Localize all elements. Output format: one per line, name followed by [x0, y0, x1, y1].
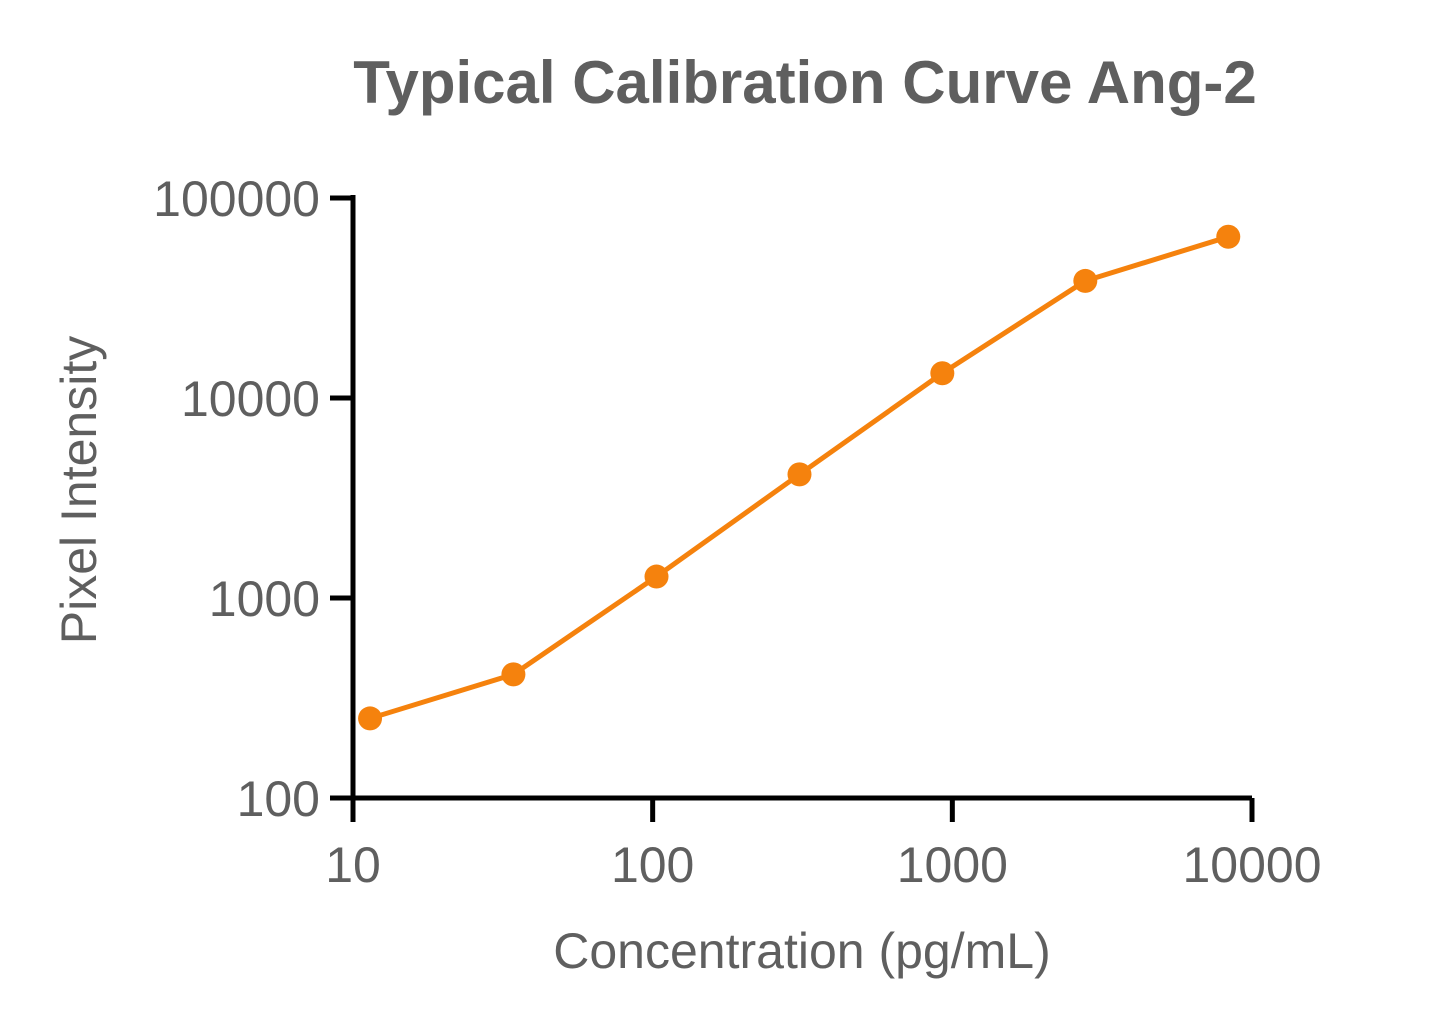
data-point — [930, 361, 955, 386]
y-tick-label: 100 — [237, 771, 320, 827]
x-tick-label: 10 — [325, 837, 381, 893]
chart-title: Typical Calibration Curve Ang-2 — [353, 49, 1257, 116]
x-tick-label: 10000 — [1182, 837, 1321, 893]
y-ticks: 100 1000 10000 100000 — [153, 171, 353, 827]
data-point — [644, 564, 669, 589]
y-tick-label: 10000 — [181, 371, 320, 427]
y-tick-label: 1000 — [209, 571, 320, 627]
data-point — [1073, 268, 1098, 293]
axes — [350, 195, 1252, 801]
y-tick-label: 100000 — [153, 171, 320, 227]
x-axis-label: Concentration (pg/mL) — [553, 923, 1050, 979]
data-point — [787, 462, 812, 487]
x-tick-label: 100 — [611, 837, 694, 893]
series-group — [358, 224, 1241, 731]
x-ticks: 10 100 1000 10000 — [325, 798, 1322, 893]
data-point — [358, 706, 383, 731]
data-point — [1216, 224, 1241, 249]
x-tick-label: 1000 — [897, 837, 1008, 893]
y-axis-label: Pixel Intensity — [51, 336, 107, 644]
data-point — [501, 662, 526, 687]
